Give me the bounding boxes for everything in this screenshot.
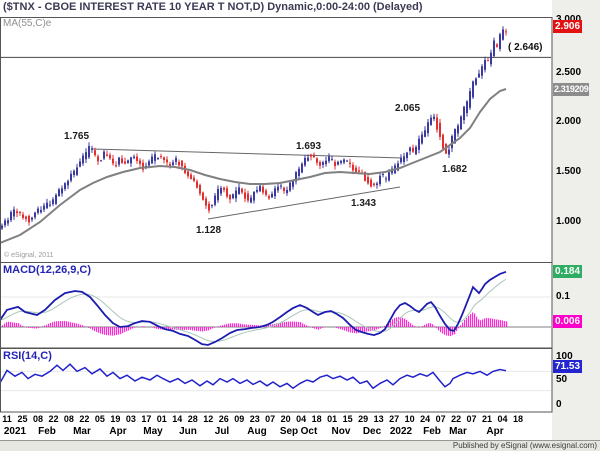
price-annotation: 1.765 <box>64 131 90 142</box>
axis-day-label: 08 <box>32 414 43 424</box>
axis-day-label: 25 <box>17 414 28 424</box>
axis-day-label: 04 <box>296 414 307 424</box>
resistance-level-label: ( 2.646) <box>508 42 543 53</box>
axis-month-label: May <box>143 426 163 437</box>
macd-panel <box>1 270 551 346</box>
axis-day-label: 26 <box>218 414 229 424</box>
axis-tick-label: 0.1 <box>556 291 570 302</box>
axis-day-label: 09 <box>234 414 245 424</box>
macd-indicator-label: MACD(12,26,9,C) <box>3 264 92 276</box>
axis-month-label: Apr <box>486 426 504 437</box>
price-annotation: 1.693 <box>296 141 322 152</box>
axis-month-label: Jun <box>179 426 197 437</box>
axis-day-label: 28 <box>187 414 198 424</box>
axis-day-label: 19 <box>110 414 121 424</box>
axis-day-label: 27 <box>389 414 400 424</box>
rsi-line <box>1 363 507 390</box>
axis-month-label: Sep <box>279 426 299 437</box>
axis-month-label: 2022 <box>389 426 413 437</box>
axis-month-label: 2021 <box>3 426 27 437</box>
price-annotation: 2.065 <box>395 103 421 114</box>
axis-day-label: 23 <box>249 414 260 424</box>
rsi-value-badge: 71.53 <box>553 360 583 373</box>
price-annotation: 1.343 <box>351 198 377 209</box>
macd-value-badge: 0.184 <box>553 265 583 278</box>
axis-day-label: 03 <box>125 414 136 424</box>
axis-day-label: 15 <box>342 414 353 424</box>
axis-day-label: 08 <box>63 414 74 424</box>
axis-day-label: 07 <box>435 414 446 424</box>
axis-day-label: 17 <box>141 414 152 424</box>
axis-tick-label: 1.000 <box>556 216 582 227</box>
axis-day-label: 12 <box>203 414 214 424</box>
axis-month-label: Oct <box>300 426 318 437</box>
axis-day-label: 07 <box>466 414 477 424</box>
axis-tick-label: 0 <box>556 399 562 410</box>
axis-day-label: 22 <box>48 414 59 424</box>
axis-tick-label: 2.000 <box>556 116 582 127</box>
price-annotation: 1.128 <box>196 225 222 236</box>
axis-month-label: Nov <box>331 426 351 437</box>
axis-day-label: 11 <box>2 414 12 424</box>
axis-month-label: Mar <box>73 426 91 437</box>
axis-day-label: 24 <box>420 414 431 424</box>
macd-line <box>1 270 507 346</box>
price-annotation: 1.682 <box>442 164 468 175</box>
axis-day-label: 04 <box>497 414 508 424</box>
axis-day-label: 22 <box>79 414 90 424</box>
axis-day-label: 18 <box>512 414 523 424</box>
axis-tick-label: 50 <box>556 374 568 385</box>
axis-month-label: Apr <box>109 426 127 437</box>
ma-value-badge: 2.319209 <box>553 83 590 96</box>
publisher-note: Published by eSignal (www.esignal.com) <box>452 441 597 450</box>
axis-tick-label: 100 <box>556 351 573 362</box>
axis-day-label: 01 <box>156 414 167 424</box>
macd-signal-line <box>1 278 507 342</box>
ma55-line <box>1 88 507 244</box>
axis-day-label: 21 <box>481 414 492 424</box>
rsi-indicator-label: RSI(14,C) <box>3 350 52 362</box>
axis-month-label: Feb <box>423 426 441 437</box>
rsi-panel <box>1 363 551 392</box>
axis-day-label: 14 <box>172 414 183 424</box>
axis-day-label: 29 <box>358 414 369 424</box>
footer-bar: Published by eSignal (www.esignal.com) <box>0 440 600 451</box>
axis-day-label: 20 <box>280 414 291 424</box>
axis-day-label: 07 <box>265 414 276 424</box>
price-panel <box>1 26 551 244</box>
last-price-badge: 2.906 <box>553 20 583 33</box>
axis-month-label: Jul <box>214 426 230 437</box>
axis-day-label: 10 <box>404 414 415 424</box>
chart-title: ($TNX - CBOE INTEREST RATE 10 YEAR T NOT… <box>3 1 423 13</box>
axis-month-label: Mar <box>449 426 467 437</box>
axis-month-label: Aug <box>247 426 267 437</box>
ma-indicator-label: MA(55,C)e <box>3 18 52 29</box>
axis-day-label: 01 <box>327 414 338 424</box>
axis-day-label: 05 <box>94 414 105 424</box>
axis-tick-label: 1.500 <box>556 166 582 177</box>
macd-signal-badge: 0.006 <box>553 315 583 328</box>
axis-month-label: Dec <box>362 426 382 437</box>
axis-tick-label: 2.500 <box>556 67 582 78</box>
axis-day-label: 13 <box>373 414 384 424</box>
axis-month-label: Feb <box>38 426 56 437</box>
axis-tick-label: 3.000 <box>556 14 581 25</box>
axis-day-label: 18 <box>311 414 322 424</box>
axis-day-label: 22 <box>451 414 462 424</box>
copyright-note: © eSignal, 2011 <box>4 252 54 259</box>
